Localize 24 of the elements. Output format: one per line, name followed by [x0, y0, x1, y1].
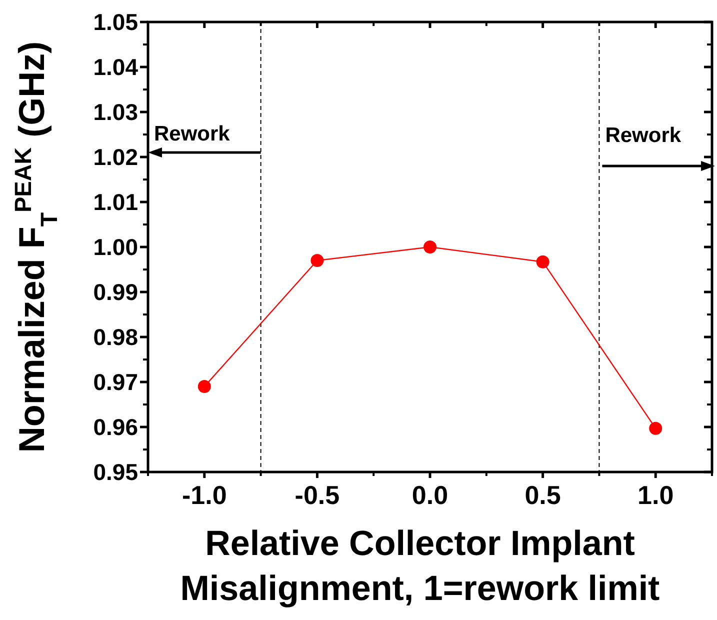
y-tick-label: 1.04	[93, 54, 138, 80]
point	[536, 255, 550, 268]
y-tick-label: 0.95	[93, 459, 138, 485]
y-tick-label: 0.96	[93, 414, 138, 440]
x-tick-label: 1.0	[638, 480, 674, 510]
annotation: Rework	[154, 122, 230, 146]
y-tick-label: 1.05	[93, 9, 138, 35]
y-tick-label: 1.02	[93, 144, 138, 170]
point	[310, 254, 324, 267]
x-tick-label: -1.0	[182, 480, 227, 510]
point	[649, 422, 662, 435]
y-tick-label: 1.01	[93, 189, 138, 215]
y-tick-label: 0.99	[93, 279, 138, 305]
y-tick-label: 0.98	[93, 324, 138, 350]
x-tick-label: 0.5	[524, 480, 561, 510]
y-tick-label: 0.97	[93, 369, 138, 395]
x-tick-label: -0.5	[294, 480, 340, 510]
y-tick-label: 1.03	[93, 99, 138, 125]
point	[198, 380, 211, 393]
x-axis-title: Relative Collector Implant Misalignment, 1=rework limit	[180, 524, 660, 608]
y-tick-label: 1.00	[93, 234, 138, 260]
annotation: Rework	[605, 124, 682, 147]
point	[424, 240, 436, 254]
x-tick-label: 0.0	[412, 480, 448, 510]
